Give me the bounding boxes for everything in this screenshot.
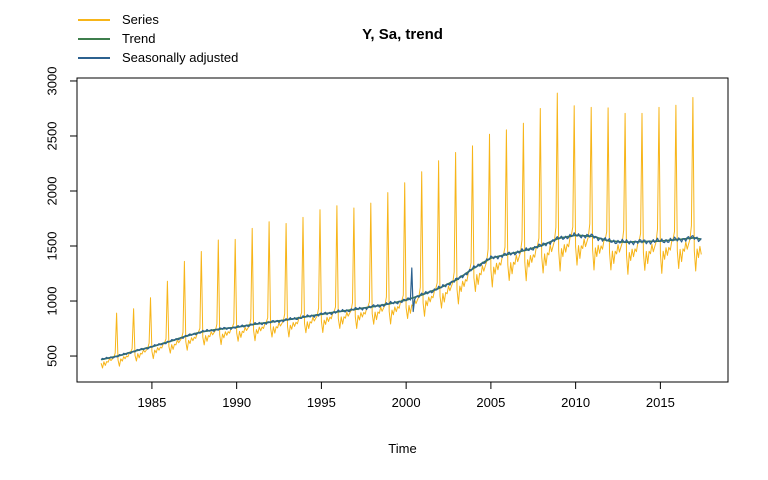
seasonally-adjusted-line <box>100 232 702 361</box>
plot-frame <box>76 77 729 383</box>
series-line <box>100 92 702 369</box>
axis-ticks <box>70 80 661 389</box>
